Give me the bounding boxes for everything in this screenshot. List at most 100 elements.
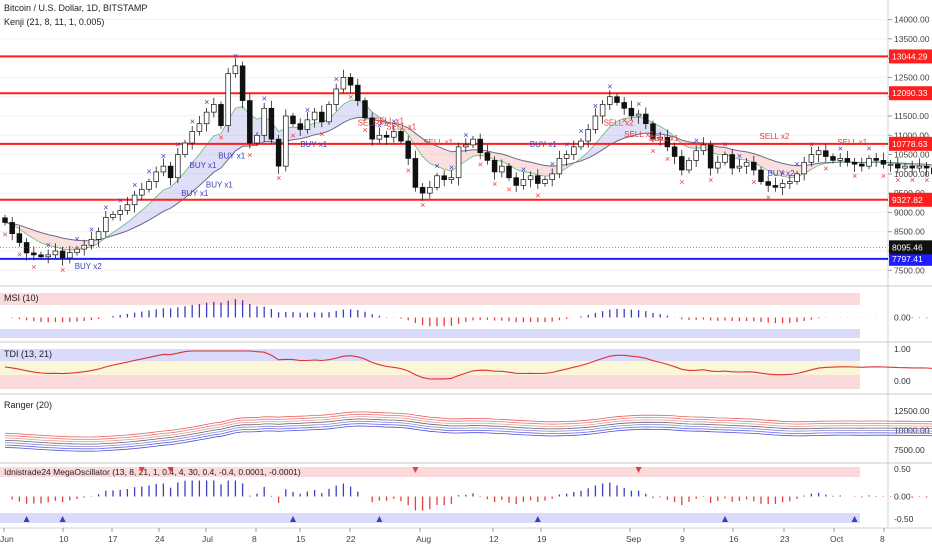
mega-up-triangle — [851, 516, 858, 522]
candle-body — [880, 160, 887, 165]
x-tick-label: Oct — [830, 534, 844, 544]
ranger-line — [4, 411, 932, 438]
ma-cloud-segment — [444, 149, 452, 172]
mega-y-tick-label: 0.00 — [894, 492, 911, 502]
ma-cloud-segment — [429, 143, 437, 167]
candle-body — [160, 165, 167, 173]
candle-body — [779, 183, 786, 188]
candle-body — [268, 107, 275, 140]
ma-cloud-segment — [437, 146, 445, 170]
candle-body — [592, 115, 599, 130]
signal-marker: × — [809, 140, 814, 150]
mega-down-triangle — [412, 467, 419, 473]
ma-cloud-segment — [761, 156, 769, 171]
candle-body — [319, 111, 325, 123]
ma-cloud-segment — [177, 171, 185, 204]
ma-cloud-segment — [350, 100, 358, 120]
x-tick-label: 17 — [108, 534, 118, 544]
candle-body — [743, 161, 750, 167]
candle-body — [873, 158, 879, 161]
x-tick-label: 8 — [252, 534, 257, 544]
candle-body — [110, 214, 116, 218]
candle-body — [650, 123, 656, 140]
signal-marker: × — [579, 126, 584, 136]
buy-annotation: BUY x1 — [300, 140, 328, 149]
candle-body — [59, 250, 66, 259]
candle-body — [412, 158, 419, 188]
signal-marker: × — [593, 101, 598, 111]
tdi-mid-band — [0, 361, 860, 375]
price-level-label: 9327.82 — [892, 195, 923, 205]
y-tick-label: 13500.00 — [894, 34, 930, 44]
signal-marker: × — [636, 99, 641, 109]
x-tick-label: 24 — [155, 534, 165, 544]
buy-annotation: BUY x1 — [530, 140, 558, 149]
candle-body — [643, 113, 649, 125]
ma-cloud-segment — [293, 127, 301, 140]
y-tick-label: 10500.00 — [894, 150, 930, 160]
signal-marker: × — [334, 74, 339, 84]
signal-marker: × — [449, 163, 454, 173]
x-tick-label: 19 — [537, 534, 547, 544]
candle-body — [448, 177, 455, 180]
ma-cloud-segment — [199, 144, 207, 186]
candle-body — [455, 146, 462, 179]
candle-body — [139, 188, 145, 196]
candle-body — [405, 140, 411, 159]
signal-marker: × — [406, 165, 411, 175]
candle-body — [470, 138, 476, 146]
candle-body — [801, 161, 807, 175]
signal-marker: × — [507, 185, 512, 195]
sell-annotation: SELL x1 — [837, 138, 867, 147]
tdi-y-tick-label: 1.00 — [894, 344, 911, 354]
ma-cloud-segment — [494, 152, 502, 162]
candle-body — [311, 111, 318, 121]
ranger-y-tick-label: 12500.00 — [894, 406, 930, 416]
candle-body — [556, 158, 563, 175]
ma-cloud-segment — [170, 180, 178, 209]
candle-body — [477, 138, 483, 153]
candle-body — [707, 144, 714, 169]
chart-title: Bitcoin / U.S. Dollar, 1D, BITSTAMP — [4, 3, 148, 13]
ma-cloud-segment — [134, 210, 142, 228]
price-level-label: 7797.41 — [892, 254, 923, 264]
signal-marker: × — [867, 143, 872, 153]
ma-cloud-segment — [120, 222, 128, 234]
candle-body — [261, 107, 267, 136]
y-tick-label: 9000.00 — [894, 207, 925, 217]
candle-body — [304, 119, 311, 130]
candle-body — [239, 65, 246, 101]
candle-body — [88, 239, 95, 246]
candle-body — [347, 77, 354, 86]
candle-body — [283, 115, 289, 167]
signal-marker: × — [463, 130, 468, 140]
mega-y-tick-label: -0.50 — [894, 514, 914, 524]
signal-marker: × — [60, 265, 65, 275]
ma-cloud-segment — [516, 158, 524, 172]
price-level-tag — [889, 136, 932, 151]
ma-cloud-segment — [602, 126, 610, 150]
ma-cloud-segment — [343, 100, 351, 123]
buy-annotation: BUY x2 — [75, 262, 103, 271]
candle-body — [376, 134, 383, 140]
x-tick-label: 16 — [729, 534, 739, 544]
candle-body — [491, 160, 498, 173]
signal-marker: × — [3, 229, 8, 239]
signal-marker: × — [852, 171, 857, 181]
tdi-title: TDI (13, 21) — [4, 349, 52, 359]
signal-marker: × — [679, 177, 684, 187]
x-tick-label: 8 — [880, 534, 885, 544]
buy-annotation: BUY x1 — [190, 161, 218, 170]
signal-marker: × — [276, 173, 281, 183]
ma-cloud-segment — [768, 158, 776, 175]
buy-annotation: BUY x1 — [181, 189, 209, 198]
y-tick-label: 12500.00 — [894, 72, 930, 82]
ma-cloud-segment — [609, 121, 617, 145]
x-tick-label: 23 — [780, 534, 790, 544]
candle-body — [124, 204, 131, 211]
candle-body — [549, 173, 555, 180]
buy-annotation: BUY x2 — [768, 169, 796, 178]
candle-body — [131, 194, 138, 206]
candle-body — [355, 84, 361, 101]
